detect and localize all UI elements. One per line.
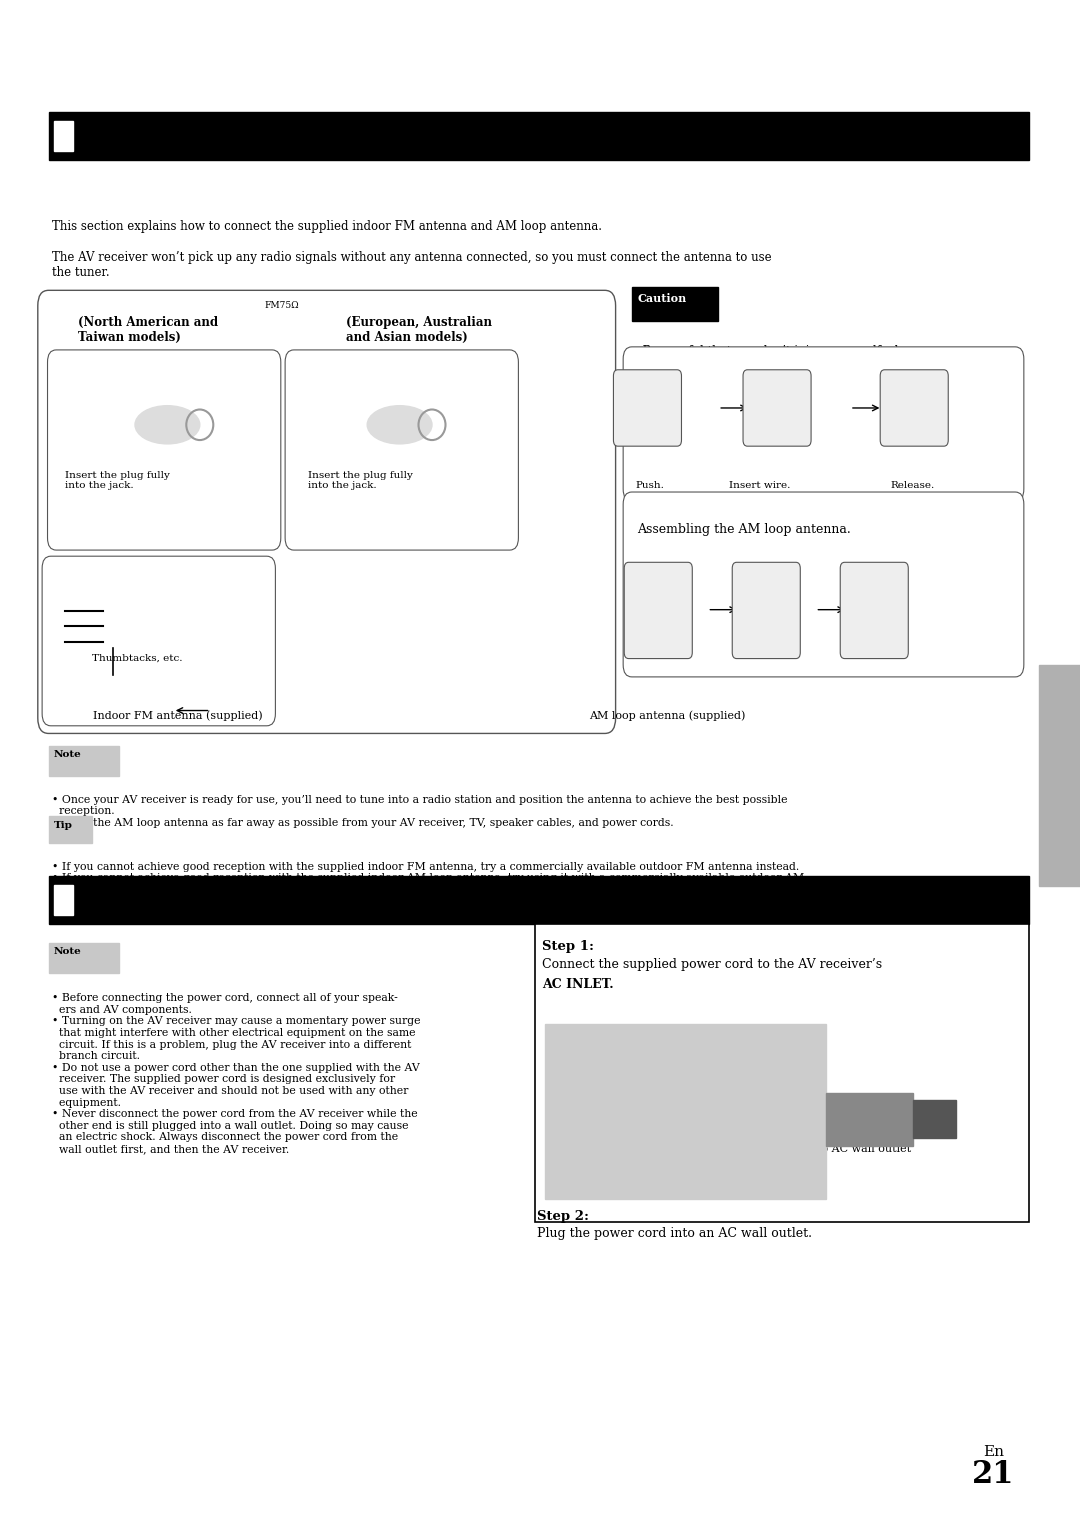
FancyBboxPatch shape — [743, 370, 811, 446]
FancyBboxPatch shape — [623, 492, 1024, 677]
Bar — [913, 1100, 956, 1138]
Bar — [54, 885, 73, 915]
Text: AM loop antenna (supplied): AM loop antenna (supplied) — [589, 711, 745, 721]
Text: Insert the plug fully
into the jack.: Insert the plug fully into the jack. — [65, 471, 170, 490]
Text: Insert the plug fully
into the jack.: Insert the plug fully into the jack. — [308, 471, 413, 490]
Text: Release.: Release. — [891, 481, 934, 490]
Text: • Be careful that you don’t injure yourself when
  using thumbtacks.: • Be careful that you don’t injure yours… — [632, 345, 917, 373]
Text: • If you cannot achieve good reception with the supplied indoor FM antenna, try : • If you cannot achieve good reception w… — [52, 862, 805, 895]
Text: • Before connecting the power cord, connect all of your speak-
  ers and AV comp: • Before connecting the power cord, conn… — [52, 993, 420, 1154]
Bar — [49, 746, 119, 776]
Text: Plug the power cord into an AC wall outlet.: Plug the power cord into an AC wall outl… — [537, 1227, 812, 1241]
Ellipse shape — [367, 406, 432, 443]
FancyBboxPatch shape — [732, 562, 800, 659]
FancyBboxPatch shape — [840, 562, 908, 659]
Text: Caution: Caution — [637, 293, 687, 304]
Text: This section explains how to connect the supplied indoor FM antenna and AM loop : This section explains how to connect the… — [52, 220, 602, 234]
Bar — [545, 1024, 826, 1199]
Text: Push.: Push. — [636, 481, 664, 490]
FancyBboxPatch shape — [42, 556, 275, 726]
Text: Tip: Tip — [54, 821, 72, 830]
Text: To AC wall outlet: To AC wall outlet — [815, 1143, 912, 1154]
Bar — [49, 112, 1029, 160]
Text: (European, Australian
and Asian models): (European, Australian and Asian models) — [346, 316, 491, 344]
Bar — [826, 1093, 913, 1146]
Bar — [632, 287, 718, 321]
Text: Note: Note — [54, 947, 82, 957]
Text: Indoor FM antenna (supplied): Indoor FM antenna (supplied) — [93, 711, 264, 721]
FancyBboxPatch shape — [613, 370, 681, 446]
Bar — [1039, 665, 1080, 886]
Text: The AV receiver won’t pick up any radio signals without any antenna connected, s: The AV receiver won’t pick up any radio … — [52, 251, 771, 278]
Text: 21: 21 — [972, 1459, 1015, 1490]
Text: (North American and
Taiwan models): (North American and Taiwan models) — [78, 316, 218, 344]
Bar — [535, 924, 1029, 1222]
Text: En: En — [983, 1445, 1004, 1459]
FancyBboxPatch shape — [623, 347, 1024, 501]
FancyBboxPatch shape — [624, 562, 692, 659]
Text: Insert wire.: Insert wire. — [729, 481, 789, 490]
Text: AC INLET.: AC INLET. — [542, 978, 613, 992]
Bar — [54, 121, 73, 151]
Text: • Once your AV receiver is ready for use, you’ll need to tune into a radio stati: • Once your AV receiver is ready for use… — [52, 795, 787, 828]
Text: Step 2:: Step 2: — [537, 1210, 589, 1224]
Bar — [49, 876, 1029, 924]
Ellipse shape — [135, 406, 200, 443]
FancyBboxPatch shape — [38, 290, 616, 733]
Text: Thumbtacks, etc.: Thumbtacks, etc. — [92, 654, 183, 663]
Text: Note: Note — [54, 750, 82, 759]
FancyBboxPatch shape — [880, 370, 948, 446]
Bar — [49, 816, 92, 843]
Text: Assembling the AM loop antenna.: Assembling the AM loop antenna. — [637, 523, 851, 536]
FancyBboxPatch shape — [48, 350, 281, 550]
Text: Connect the supplied power cord to the AV receiver’s: Connect the supplied power cord to the A… — [542, 958, 882, 972]
Bar — [49, 943, 119, 973]
Text: FM75Ω: FM75Ω — [265, 301, 299, 310]
Text: Step 1:: Step 1: — [542, 940, 594, 953]
FancyBboxPatch shape — [285, 350, 518, 550]
